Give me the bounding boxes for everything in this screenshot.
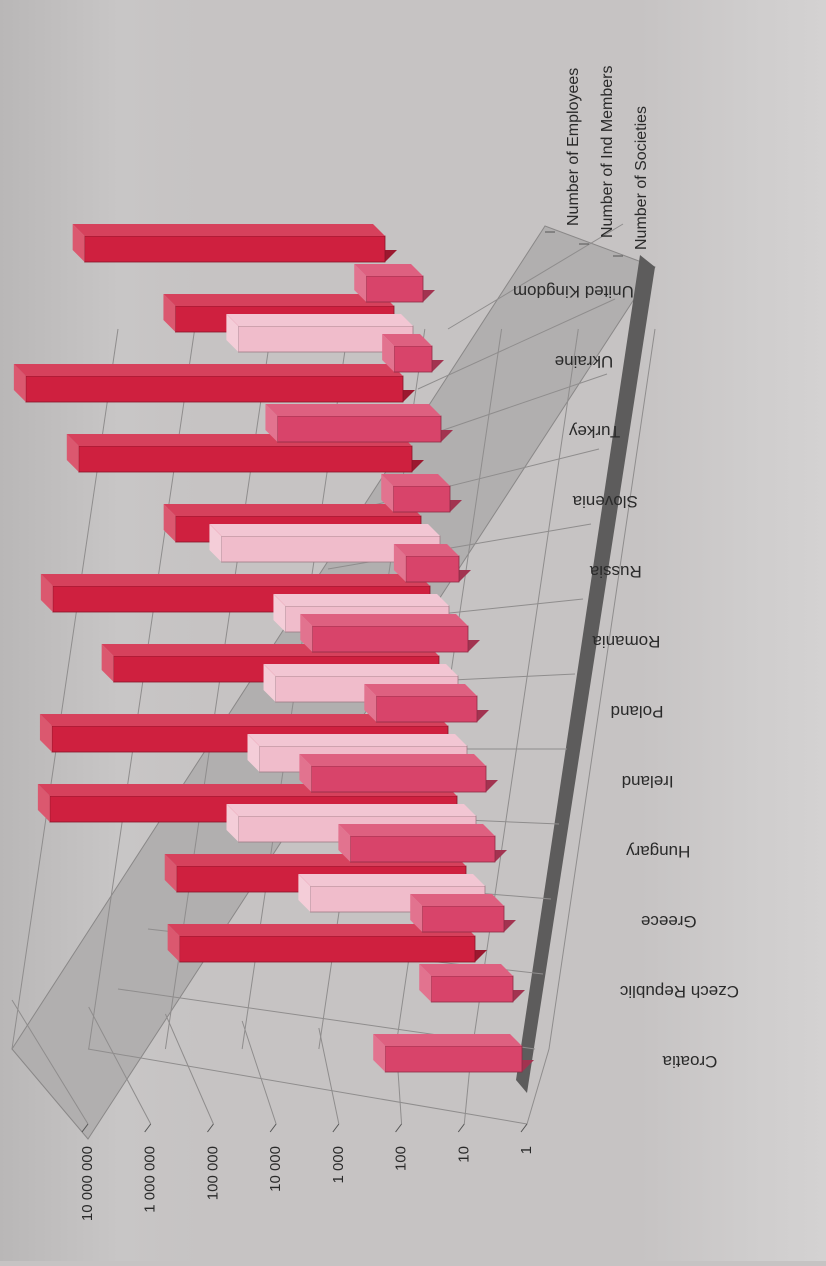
bar-top (164, 504, 421, 516)
bar-top (273, 594, 449, 606)
bar (394, 346, 432, 372)
category-label: Russia (589, 562, 642, 581)
bar (85, 236, 385, 262)
bar-group (265, 404, 453, 442)
y-tick (207, 1124, 213, 1132)
series-axis-label: Number of Employees (565, 68, 582, 226)
bar (180, 936, 475, 962)
category-label: Croatia (662, 1052, 717, 1071)
bar-top (300, 614, 468, 626)
bar (431, 976, 513, 1002)
y-tick-label: 1 000 000 (142, 1146, 159, 1213)
bar (376, 696, 477, 722)
bar (26, 376, 403, 402)
bar-top (364, 684, 477, 696)
bar-top (410, 894, 504, 906)
bar-group (354, 264, 435, 302)
bar-top (338, 824, 495, 836)
bar-group (14, 364, 415, 402)
category-label: Turkey (568, 422, 620, 441)
y-tick-label: 10 000 (267, 1146, 284, 1192)
category-label: Czech Republic (619, 982, 739, 1001)
bar-top (298, 874, 485, 886)
y-tick (333, 1124, 339, 1132)
y-tick-label: 1 000 (330, 1146, 347, 1184)
bar (366, 276, 423, 302)
bar-top (248, 734, 467, 746)
bar-group (373, 1034, 534, 1072)
category-label: Ireland (622, 772, 674, 791)
bar-top (14, 364, 403, 376)
bar-top (381, 474, 450, 486)
bar-top (264, 664, 458, 676)
bar-group (299, 754, 498, 792)
bar-top (163, 294, 394, 306)
bar (422, 906, 504, 932)
series-axis-label: Number of Ind Members (599, 65, 616, 238)
bar-group (73, 224, 397, 262)
bar (311, 766, 486, 792)
bar-group (410, 894, 516, 932)
bar-top (73, 224, 385, 236)
bar-top (354, 264, 423, 276)
y-tick-label: 100 (393, 1146, 410, 1171)
category-label: Poland (611, 702, 664, 721)
y-tick-label: 10 (455, 1146, 472, 1163)
y-tick-label: 100 000 (204, 1146, 221, 1200)
y-tick (521, 1124, 527, 1132)
category-label: Hungary (626, 842, 691, 861)
series-axis-label: Number of Societies (633, 106, 650, 250)
bar (79, 446, 412, 472)
bar-top (226, 314, 413, 326)
y-tick (458, 1124, 464, 1132)
bar-top (227, 804, 476, 816)
bar-top (299, 754, 486, 766)
y-tick (270, 1124, 276, 1132)
y-tick (145, 1124, 151, 1132)
bar (385, 1046, 522, 1072)
bar-group (338, 824, 507, 862)
bar-top (373, 1034, 522, 1046)
category-label: Ukraine (555, 352, 614, 371)
bar (312, 626, 468, 652)
bar (393, 486, 450, 512)
y-tick-label: 1 (518, 1146, 535, 1154)
category-label: Slovenia (572, 492, 638, 511)
bar (277, 416, 441, 442)
bar-top (209, 524, 440, 536)
bar-top (265, 404, 441, 416)
bar-group (382, 334, 444, 372)
y-tick (396, 1124, 402, 1132)
category-label: Romania (592, 632, 661, 651)
bar (350, 836, 495, 862)
category-label: Greece (641, 912, 697, 931)
bar-group (364, 684, 489, 722)
gridline-depth (242, 1021, 276, 1124)
y-tick-label: 10 000 000 (79, 1146, 96, 1221)
bar-top (419, 964, 513, 976)
bar-top (41, 574, 430, 586)
category-label: United Kingdom (513, 282, 634, 301)
bar (406, 556, 459, 582)
bar-group (300, 614, 480, 652)
gridline-depth (319, 1028, 339, 1124)
